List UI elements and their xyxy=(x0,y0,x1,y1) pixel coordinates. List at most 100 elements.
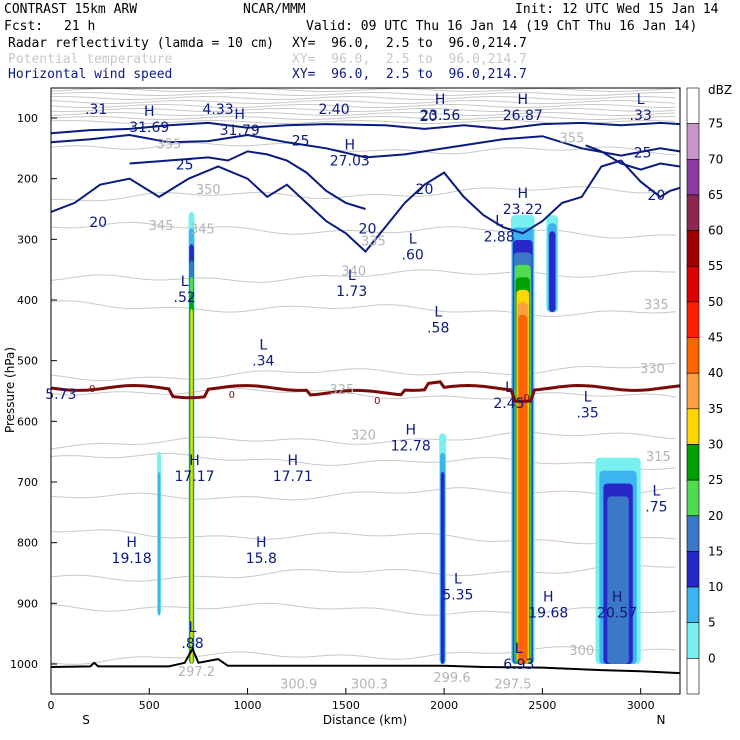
theta-contour-line xyxy=(51,100,676,104)
field-reflectivity-name: Radar reflectivity (lamda = 10 cm) xyxy=(8,36,275,51)
colorbar-swatch xyxy=(686,444,700,481)
wind-speed-value: .88 xyxy=(181,636,203,652)
x-tick-label: 500 xyxy=(139,699,160,712)
wind-speed-value: 17.17 xyxy=(174,469,214,485)
colorbar-swatch xyxy=(686,515,700,552)
theta-contour-line xyxy=(51,431,677,450)
model-title: CONTRAST 15km ARW xyxy=(4,2,138,17)
wind-speed-value: 20.57 xyxy=(597,605,637,621)
wind-speed-value: .31 xyxy=(85,102,107,118)
theta-contours xyxy=(51,88,677,665)
wind-contours xyxy=(51,121,680,253)
y-tick-label: 700 xyxy=(17,476,38,489)
extremum-marker: L xyxy=(259,338,267,354)
south-end-label: S xyxy=(82,713,90,727)
y-tick-label: 900 xyxy=(17,597,38,610)
center-label: NCAR/MMM xyxy=(243,2,306,17)
extremum-marker: L xyxy=(637,92,645,108)
theta-label: 335 xyxy=(644,298,669,313)
freezing-label: 0 xyxy=(374,396,380,407)
theta-label: 297.2 xyxy=(178,665,215,680)
y-tick-label: 500 xyxy=(17,355,38,368)
wind-speed-value: .75 xyxy=(645,499,667,515)
extremum-marker: L xyxy=(653,483,661,499)
colorbar-swatch xyxy=(686,551,700,588)
theta-contour-line xyxy=(51,564,677,582)
wind-speed-value: 2.45 xyxy=(493,396,524,412)
wind-speed-value: 1.73 xyxy=(336,284,367,300)
wind-contour-label: 25 xyxy=(634,145,652,161)
x-tick-label: 3000 xyxy=(627,699,655,712)
extremum-marker: H xyxy=(234,107,245,123)
y-tick-label: 600 xyxy=(17,415,38,428)
extremum-marker: H xyxy=(256,535,267,551)
colorbar-swatch xyxy=(686,479,700,517)
wind-contour-label: 20 xyxy=(419,109,437,125)
theta-contour-line xyxy=(51,108,676,112)
wind-speed-value: 26.87 xyxy=(503,108,543,124)
theta-contour-line xyxy=(51,387,677,400)
theta-contour-line xyxy=(51,116,675,120)
reflectivity-cell xyxy=(607,496,629,664)
colorbar-level-label: 15 xyxy=(708,544,723,558)
terrain-line xyxy=(51,646,680,675)
colorbar-level-label: 40 xyxy=(708,366,723,380)
wind-contour-line xyxy=(51,159,680,253)
wind-speed-value: .58 xyxy=(427,320,449,336)
colorbar-swatch xyxy=(686,622,700,659)
extremum-marker: L xyxy=(181,274,189,290)
colorbar-swatch xyxy=(686,158,700,196)
extremum-marker: L xyxy=(409,232,417,248)
theta-contour-line xyxy=(51,529,677,545)
x-tick-label: 1000 xyxy=(234,699,262,712)
colorbar-level-label: 70 xyxy=(708,152,723,166)
theta-label: 300 xyxy=(569,644,594,659)
wind-speed-value: 6.93 xyxy=(503,657,534,673)
wind-contour-label: 20 xyxy=(89,215,107,231)
theta-contour-line xyxy=(51,221,677,239)
reflectivity-cell xyxy=(157,472,161,616)
wind-contour-line xyxy=(585,144,680,171)
reflectivity-cell xyxy=(190,308,193,664)
extremum-marker: H xyxy=(517,186,528,202)
wind-speed-value: 5.73 xyxy=(45,387,76,403)
wind-speed-value: 2.40 xyxy=(318,102,349,118)
extremum-marker: H xyxy=(345,138,356,154)
theta-contour-line xyxy=(51,112,676,116)
extremum-marker: L xyxy=(348,268,356,284)
extremum-marker: L xyxy=(515,641,523,657)
extremum-marker: H xyxy=(189,453,200,469)
terrain-path xyxy=(51,646,680,675)
y-tick-label: 100 xyxy=(17,112,38,125)
theta-contour-line xyxy=(51,104,676,108)
contour-labels: 345 345 340 335 335 330 325 320 315 350 355 355 300 3… xyxy=(45,92,671,692)
wind-speed-value: .33 xyxy=(630,108,652,124)
theta-contour-line xyxy=(51,186,677,202)
colorbar-level-label: 55 xyxy=(708,259,723,273)
wind-contour-line xyxy=(51,121,680,135)
wind-speed-value: 17.71 xyxy=(273,469,313,485)
field-wind-name: Horizontal wind speed xyxy=(8,67,173,82)
colorbar-level-label: 5 xyxy=(708,616,716,630)
axes: 0 500 1000 1500 2000 2500 30001002003004005006… xyxy=(3,87,681,727)
theta-label: 299.6 xyxy=(433,671,470,686)
colorbar-level-label: 45 xyxy=(708,331,723,345)
wind-contour-label: 20 xyxy=(416,182,434,198)
freezing-label: 0 xyxy=(229,390,235,401)
colorbar-level-label: 25 xyxy=(708,473,723,487)
theta-contour-line xyxy=(51,602,677,616)
theta-contour-line xyxy=(51,92,676,96)
colorbar-swatch xyxy=(686,194,700,231)
colorbar-level-label: 20 xyxy=(708,509,723,523)
theta-label: 300.9 xyxy=(280,677,317,692)
theta-contour-line xyxy=(51,362,677,382)
x-axis-label: Distance (km) xyxy=(323,713,407,727)
wind-contour-label: 25 xyxy=(292,133,310,149)
wind-speed-value: 2.88 xyxy=(484,229,515,245)
extremum-marker: L xyxy=(584,389,592,405)
wind-speed-value: 31.69 xyxy=(129,120,169,136)
colorbar-level-label: 50 xyxy=(708,295,723,309)
theta-contour-line xyxy=(51,646,677,665)
